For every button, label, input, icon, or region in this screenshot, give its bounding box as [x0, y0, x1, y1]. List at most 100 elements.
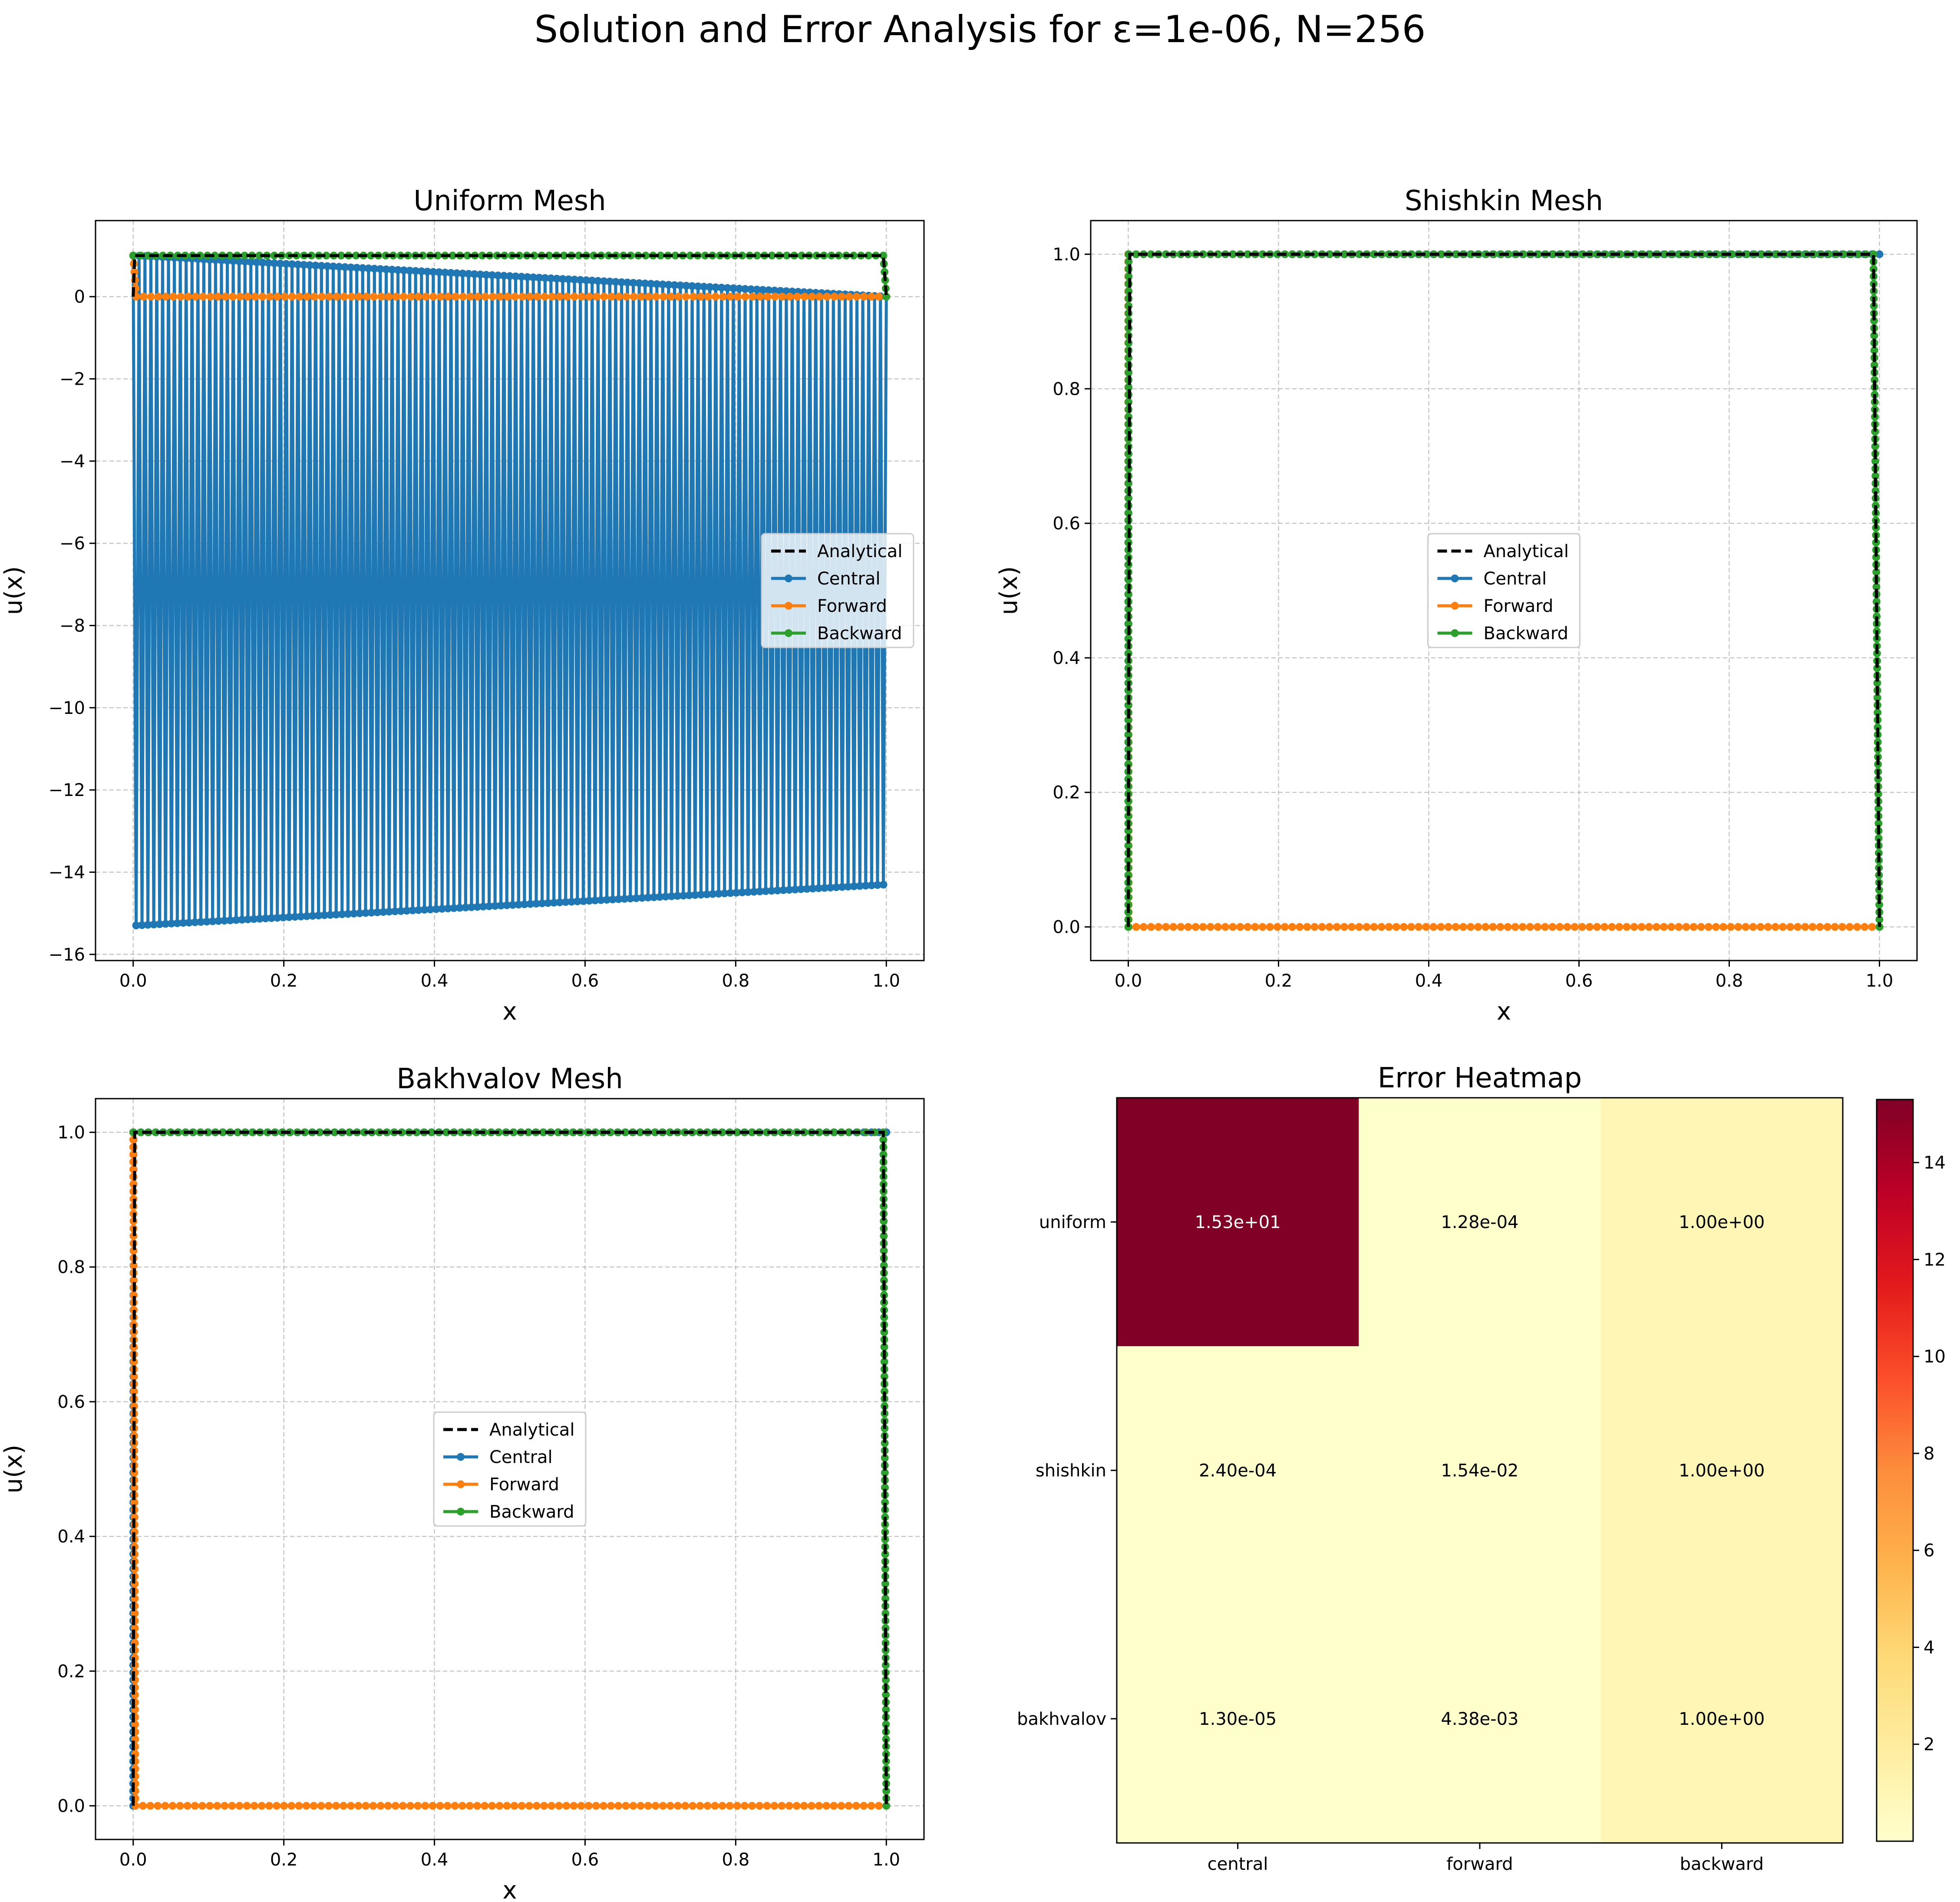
- x-tick-label: 0.4: [1415, 971, 1443, 991]
- data-point: [1874, 775, 1882, 783]
- legend-marker: [457, 1480, 465, 1488]
- data-point: [255, 251, 264, 260]
- y-axis-label: u(x): [0, 566, 28, 615]
- data-point: [729, 284, 737, 292]
- data-point: [444, 293, 452, 301]
- data-point: [352, 251, 360, 260]
- data-point: [154, 1802, 162, 1810]
- data-point: [414, 906, 422, 914]
- data-point: [361, 909, 370, 917]
- y-tick-label: 0.0: [1053, 918, 1080, 938]
- data-point: [485, 902, 493, 910]
- data-point: [1124, 812, 1132, 820]
- data-point: [585, 293, 594, 301]
- legend-item-analytical: Analytical: [771, 542, 902, 561]
- data-point: [199, 293, 207, 301]
- data-point: [177, 293, 185, 301]
- data-point: [614, 895, 623, 903]
- data-point: [822, 1802, 831, 1810]
- data-point: [488, 1802, 496, 1810]
- data-point: [1840, 250, 1848, 258]
- data-point: [406, 267, 414, 275]
- data-point: [656, 893, 664, 901]
- data-point: [1871, 428, 1879, 436]
- data-point: [510, 1802, 518, 1810]
- colorbar-tick-label: 12: [1924, 1250, 1946, 1270]
- data-point: [881, 1609, 890, 1618]
- data-point: [341, 263, 349, 271]
- data-point: [1734, 923, 1742, 931]
- data-point: [815, 293, 824, 301]
- data-point: [291, 913, 299, 921]
- data-point: [330, 1128, 339, 1136]
- data-point: [518, 293, 527, 301]
- data-point: [1874, 723, 1882, 731]
- data-point: [191, 1802, 199, 1810]
- data-point: [704, 293, 712, 301]
- data-point: [524, 1128, 532, 1136]
- data-point: [852, 293, 861, 301]
- x-tick-label: 1.0: [1866, 971, 1894, 991]
- series-backward-markers: [129, 251, 891, 301]
- data-point: [241, 251, 249, 260]
- heatmap-cell: [1359, 1346, 1601, 1595]
- data-point: [1199, 923, 1207, 931]
- data-point: [832, 883, 841, 892]
- data-point: [838, 883, 846, 891]
- data-point: [377, 293, 386, 301]
- data-point: [273, 293, 281, 301]
- data-point: [815, 884, 823, 892]
- data-point: [868, 293, 876, 301]
- data-point: [852, 1802, 860, 1810]
- data-point: [1868, 923, 1876, 931]
- data-point: [1303, 923, 1311, 931]
- data-point: [1823, 923, 1831, 931]
- data-point: [503, 293, 511, 301]
- data-point: [700, 283, 708, 291]
- data-point: [438, 905, 446, 913]
- data-point: [748, 1802, 756, 1810]
- data-point: [481, 1802, 489, 1810]
- y-tick-label: 0.8: [1053, 379, 1080, 399]
- data-point: [385, 908, 393, 916]
- data-point: [1615, 923, 1623, 931]
- data-point: [208, 917, 217, 925]
- data-point: [1719, 923, 1728, 931]
- legend-item-central: Central: [443, 1447, 553, 1467]
- data-point: [667, 892, 676, 900]
- data-point: [294, 261, 302, 269]
- data-point: [1437, 923, 1445, 931]
- colorbar-tick-label: 2: [1924, 1735, 1934, 1755]
- data-point: [150, 920, 158, 928]
- data-point: [1779, 923, 1787, 931]
- data-point: [130, 1357, 138, 1366]
- data-point: [1563, 923, 1571, 931]
- x-tick-label: 0.8: [722, 971, 750, 991]
- data-point: [651, 1128, 659, 1136]
- data-point: [1758, 250, 1766, 258]
- data-point: [607, 293, 616, 301]
- data-point: [511, 272, 520, 281]
- data-point: [568, 898, 576, 906]
- data-point: [258, 258, 267, 267]
- data-point: [362, 293, 370, 301]
- data-point: [703, 1802, 712, 1810]
- legend: Analytical Central Forward Backward: [433, 1411, 587, 1527]
- data-point: [154, 293, 162, 301]
- data-point: [1348, 923, 1356, 931]
- data-point: [881, 1580, 889, 1588]
- data-point: [773, 886, 782, 895]
- x-tick-label: 0.0: [1115, 971, 1142, 991]
- data-point: [1169, 923, 1178, 931]
- data-point: [427, 1128, 436, 1136]
- subplot-title: Bakhvalov Mesh: [396, 1063, 623, 1095]
- data-point: [763, 1802, 771, 1810]
- data-point: [318, 293, 326, 301]
- data-point: [303, 293, 311, 301]
- data-point: [1259, 250, 1267, 258]
- y-tick-label: −12: [49, 780, 85, 800]
- y-tick-label: −14: [49, 862, 85, 882]
- data-point: [865, 251, 873, 260]
- plot-area: [129, 1128, 891, 1810]
- data-point: [1689, 923, 1698, 931]
